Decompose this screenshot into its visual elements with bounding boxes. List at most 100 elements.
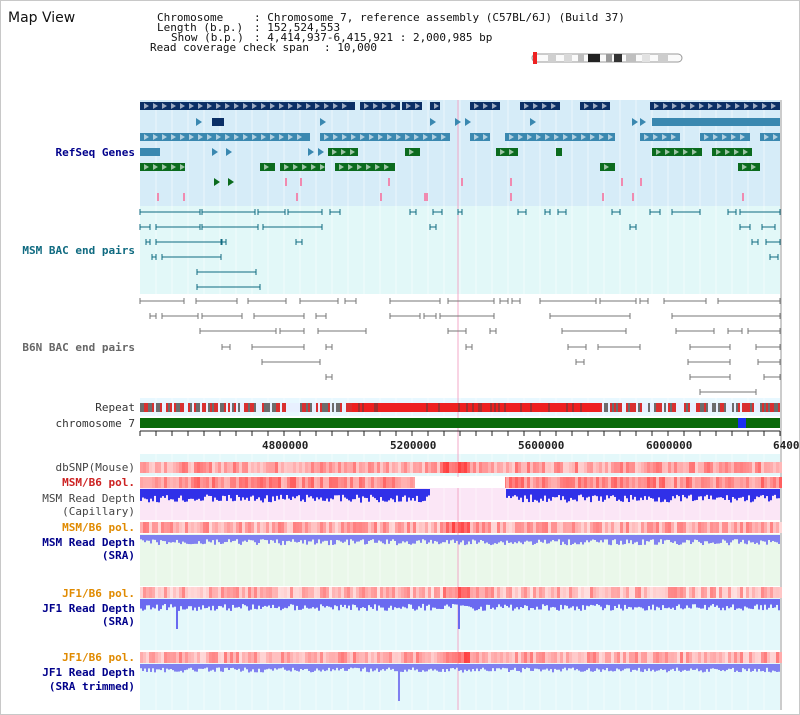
- jf1-b6-pol-heat-cell: [215, 652, 218, 663]
- msm-depth-cap-bar: [726, 489, 728, 496]
- msm-depth-sra-bar: [702, 535, 704, 546]
- jf1-b6-pol-heat-cell: [494, 652, 497, 663]
- track-label-refseq[interactable]: RefSeq Genes: [55, 146, 135, 159]
- msm-depth-sra-bar: [662, 535, 664, 544]
- jf1-b6-pol-heat-cell: [281, 652, 284, 663]
- repeat-segment: [222, 403, 224, 412]
- jf1-depth-bar: [142, 599, 144, 611]
- jf1-depth-bar: [710, 599, 712, 606]
- msm-b6-pol-heat-cell: [662, 477, 665, 488]
- jf1-b6-pol-heat-cell: [497, 652, 500, 663]
- jf1-depth-trim-bar: [596, 664, 598, 669]
- jf1-depth-trim-bar: [462, 664, 464, 673]
- msm-depth-sra-bar: [316, 535, 318, 544]
- jf1-depth-bar: [614, 599, 616, 607]
- jf1-depth-bar: [368, 599, 370, 606]
- jf1-depth-trim-bar: [720, 664, 722, 671]
- msm-depth-cap-bar: [268, 489, 270, 502]
- dbsnp-heat-cell: [698, 462, 701, 473]
- msm-depth-cap-bar: [728, 489, 730, 500]
- jf1-depth-trim-bar: [464, 664, 466, 670]
- msm-b6-pol-heat-cell: [692, 522, 695, 533]
- dbsnp-heat-cell: [359, 462, 362, 473]
- jf1-depth-trim-bar: [234, 664, 236, 670]
- jf1-depth-trim-bar: [174, 664, 176, 672]
- dbsnp-heat-cell: [224, 462, 227, 473]
- msm-depth-cap-bar: [532, 489, 534, 503]
- jf1-depth-trim-bar: [632, 664, 634, 670]
- msm-depth-cap-bar: [298, 489, 300, 496]
- msm-depth-sra-bar: [152, 535, 154, 540]
- msm-depth-cap-bar: [184, 489, 186, 502]
- repeat-segment: [312, 403, 314, 412]
- dbsnp-heat-cell: [458, 462, 461, 473]
- dbsnp-heat-cell: [743, 462, 746, 473]
- axis-tick-label: 6000000: [646, 439, 693, 452]
- repeat-segment: [552, 403, 554, 412]
- jf1-depth-trim-bar: [492, 664, 494, 669]
- msm-b6-pol-heat-cell: [254, 477, 257, 488]
- jf1-depth-trim-bar: [630, 664, 632, 672]
- repeat-segment: [410, 403, 412, 412]
- msm-depth-cap-bar: [734, 489, 736, 499]
- jf1-depth-trim-bar: [394, 664, 396, 672]
- jf1-depth-bar: [674, 599, 676, 610]
- repeat-segment: [190, 403, 192, 412]
- msm-depth-sra-bar: [414, 535, 416, 544]
- msm-b6-pol-heat-cell: [503, 522, 506, 533]
- dbsnp-heat-cell: [572, 462, 575, 473]
- msm-depth-cap-bar: [560, 489, 562, 501]
- msm-b6-pol-heat-cell: [581, 477, 584, 488]
- jf1-depth-bar: [482, 599, 484, 611]
- jf1-b6-pol-heat-cell: [302, 587, 305, 598]
- repeat-segment: [490, 403, 492, 412]
- dbsnp-heat-cell: [320, 462, 323, 473]
- jf1-depth-bar: [314, 599, 316, 609]
- jf1-b6-pol-heat-cell: [218, 587, 221, 598]
- jf1-b6-pol-heat-cell: [713, 652, 716, 663]
- msm-depth-cap-bar: [174, 489, 176, 502]
- msm-b6-pol-heat-cell: [353, 477, 356, 488]
- msm-depth-sra-bar: [706, 535, 708, 542]
- dbsnp-heat-cell: [470, 462, 473, 473]
- jf1-b6-pol-heat-cell: [734, 587, 737, 598]
- msm-depth-cap-bar: [336, 489, 338, 496]
- jf1-depth-bar: [416, 599, 418, 610]
- jf1-b6-pol-heat-cell: [635, 652, 638, 663]
- jf1-depth-bar: [686, 599, 688, 606]
- dbsnp-heat-cell: [431, 462, 434, 473]
- msm-depth-cap-bar: [286, 489, 288, 496]
- dbsnp-heat-cell: [212, 462, 215, 473]
- jf1-depth-trim-bar: [766, 664, 768, 668]
- msm-depth-cap-bar: [324, 489, 326, 501]
- msm-depth-sra-bar: [586, 535, 588, 541]
- track-label-msm-bac[interactable]: MSM BAC end pairs: [22, 244, 135, 257]
- dbsnp-heat-cell: [347, 462, 350, 473]
- msm-depth-sra-bar: [500, 535, 502, 542]
- track-label-b6n-bac[interactable]: B6N BAC end pairs: [22, 341, 135, 354]
- jf1-depth-trim-bar: [656, 664, 658, 671]
- msm-b6-pol-heat-cell: [272, 522, 275, 533]
- msm-depth-sra-bar: [640, 535, 642, 545]
- repeat-segment: [268, 403, 270, 412]
- msm-b6-pol-heat-cell: [668, 477, 671, 488]
- msm-b6-pol-gap: [415, 477, 505, 488]
- msm-b6-pol-heat-cell: [305, 477, 308, 488]
- gene-feature: [530, 118, 536, 126]
- track-label-msm-depth-sra: MSM Read Depth: [42, 536, 135, 549]
- repeat-segment: [736, 403, 738, 412]
- chromosome-ideogram[interactable]: [528, 52, 688, 66]
- gene-arrow: [302, 164, 307, 170]
- jf1-b6-pol-heat-cell: [593, 652, 596, 663]
- repeat-segment: [408, 403, 410, 412]
- repeat-segment: [550, 403, 552, 412]
- msm-depth-cap-bar: [316, 489, 318, 498]
- msm-b6-pol-heat-cell: [509, 477, 512, 488]
- jf1-b6-pol-heat-cell: [557, 587, 560, 598]
- repeat-segment: [450, 403, 452, 412]
- jf1-b6-pol-heat-cell: [293, 652, 296, 663]
- msm-b6-pol-heat-cell: [206, 477, 209, 488]
- msm-b6-pol-heat-cell: [365, 477, 368, 488]
- msm-b6-pol-heat-cell: [269, 522, 272, 533]
